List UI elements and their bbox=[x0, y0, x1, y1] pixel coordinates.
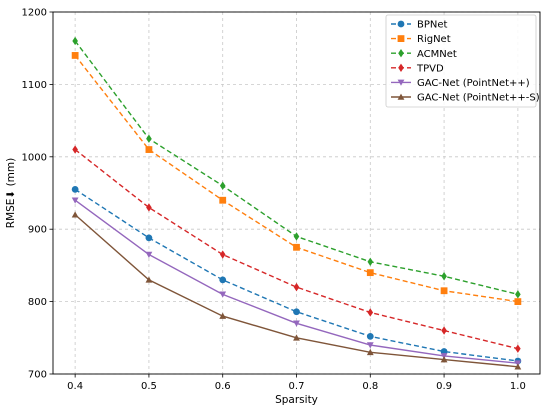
data-point bbox=[514, 363, 522, 370]
y-tick-label: 1200 bbox=[22, 8, 47, 19]
data-point bbox=[440, 287, 448, 295]
data-point bbox=[366, 269, 374, 277]
x-tick-label: 0.6 bbox=[215, 381, 231, 392]
data-point bbox=[441, 272, 447, 281]
data-point bbox=[366, 342, 374, 349]
legend-marker bbox=[398, 49, 404, 58]
legend-label: ACMNet bbox=[417, 49, 457, 60]
series-gac-net-pointnet-s bbox=[71, 211, 522, 370]
data-point bbox=[145, 276, 153, 283]
y-tick-label: 1100 bbox=[22, 80, 47, 91]
data-point bbox=[219, 291, 227, 298]
data-point bbox=[219, 250, 226, 259]
data-point bbox=[515, 290, 521, 299]
legend-label: BPNet bbox=[417, 20, 448, 31]
data-point bbox=[440, 356, 448, 363]
legend-item: TPVD bbox=[391, 63, 444, 74]
legend-item: BPNet bbox=[391, 20, 448, 31]
data-point bbox=[293, 243, 300, 251]
data-point bbox=[366, 332, 374, 340]
legend-box bbox=[385, 14, 537, 108]
data-point bbox=[71, 52, 79, 59]
legend-item: GAC-Net (PointNet++) bbox=[391, 78, 530, 89]
data-point bbox=[145, 234, 153, 242]
series-layer bbox=[71, 36, 522, 370]
legend-label: GAC-Net (PointNet++) bbox=[417, 78, 530, 89]
x-tick-label: 0.7 bbox=[289, 381, 305, 392]
data-point bbox=[219, 312, 227, 319]
legend-label: GAC-Net (PointNet++-S) bbox=[417, 93, 540, 104]
data-point bbox=[441, 326, 447, 335]
x-tick-label: 0.8 bbox=[362, 381, 378, 392]
legend-marker bbox=[397, 79, 405, 86]
x-tick-label: 0.5 bbox=[141, 381, 157, 392]
data-point bbox=[146, 134, 152, 143]
data-point bbox=[145, 146, 153, 153]
series-rignet bbox=[71, 52, 522, 305]
data-point bbox=[293, 320, 300, 327]
legend-marker bbox=[397, 20, 405, 28]
x-tick-label: 0.9 bbox=[436, 381, 452, 392]
y-tick-label: 700 bbox=[28, 370, 47, 381]
legend-marker bbox=[397, 93, 405, 100]
data-point bbox=[219, 276, 227, 284]
data-point bbox=[72, 36, 78, 46]
y-tick-label: 800 bbox=[28, 297, 47, 308]
series-tpvd bbox=[72, 145, 521, 353]
data-point bbox=[146, 203, 152, 212]
y-tick-label: 1000 bbox=[22, 152, 47, 163]
y-tick-label: 900 bbox=[28, 225, 47, 236]
legend-marker bbox=[397, 35, 405, 42]
x-tick-label: 0.4 bbox=[67, 381, 83, 392]
data-point bbox=[514, 298, 522, 305]
x-tick-label: 1.0 bbox=[510, 381, 526, 392]
grid bbox=[53, 11, 540, 375]
legend-label: RigNet bbox=[417, 34, 451, 45]
legend-item: GAC-Net (PointNet++-S) bbox=[391, 93, 540, 104]
x-axis-label: Sparsity bbox=[275, 394, 318, 406]
data-point bbox=[293, 308, 300, 316]
data-point bbox=[145, 251, 153, 258]
axis-ticks: 0.4 0.5 0.6 0.7 0.8 0.9 1.0 700 800 900 1000 1100 12… bbox=[22, 8, 526, 393]
data-point bbox=[71, 197, 79, 204]
data-point bbox=[366, 348, 374, 356]
data-point bbox=[293, 232, 300, 241]
legend-item: ACMNet bbox=[391, 49, 457, 60]
legend-item: RigNet bbox=[391, 34, 451, 45]
data-point bbox=[219, 181, 226, 190]
y-axis-label: RMSE⬇ (mm) bbox=[5, 158, 17, 228]
data-point bbox=[515, 344, 521, 353]
legend-marker bbox=[398, 63, 404, 72]
data-point bbox=[293, 334, 300, 341]
data-point bbox=[293, 282, 300, 292]
data-point bbox=[219, 196, 227, 204]
data-point bbox=[71, 211, 79, 218]
data-point bbox=[367, 257, 374, 266]
data-point bbox=[367, 308, 374, 317]
legend-label: TPVD bbox=[416, 63, 444, 74]
legend: BPNet RigNet ACMNet TPVD GAC-Net (PointNet++… bbox=[385, 14, 540, 108]
series-acmnet bbox=[72, 36, 521, 299]
data-point bbox=[71, 185, 79, 193]
data-point bbox=[72, 145, 78, 154]
